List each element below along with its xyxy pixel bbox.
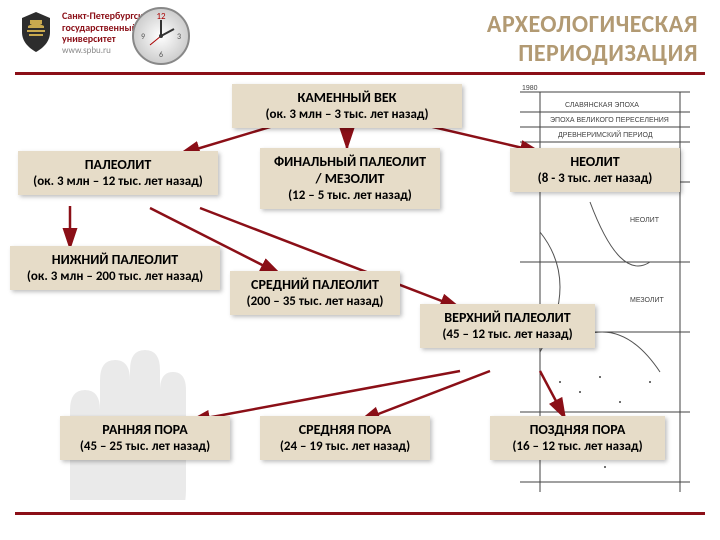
- svg-text:6: 6: [159, 50, 163, 60]
- crest-icon: [18, 10, 54, 54]
- page-title: АРХЕОЛОГИЧЕСКАЯ ПЕРИОДИЗАЦИЯ: [487, 10, 698, 68]
- clock-icon: 12 3 6 9: [130, 5, 192, 67]
- divider-bottom: [15, 512, 705, 515]
- node-upper-paleolithic: ВЕРХНИЙ ПАЛЕОЛИТ(45 – 12 тыс. лет назад): [420, 304, 595, 348]
- divider-top: [15, 72, 705, 75]
- node-stone-age: КАМЕННЫЙ ВЕК(ок. 3 млн – 3 тыс. лет наза…: [232, 84, 462, 128]
- svg-text:3: 3: [177, 32, 181, 42]
- header: Санкт-Петербургский государственный унив…: [0, 0, 720, 72]
- diagram-stage: КАМЕННЫЙ ВЕК(ок. 3 млн – 3 тыс. лет наза…: [0, 76, 720, 512]
- node-middle-phase: СРЕДНЯЯ ПОРА(24 – 19 тыс. лет назад): [260, 416, 430, 460]
- title-line-1: АРХЕОЛОГИЧЕСКАЯ: [487, 10, 698, 39]
- node-early-phase: РАННЯЯ ПОРА(45 – 25 тыс. лет назад): [60, 416, 230, 460]
- title-line-2: ПЕРИОДИЗАЦИЯ: [487, 39, 698, 68]
- node-late-phase: ПОЗДНЯЯ ПОРА(16 – 12 тыс. лет назад): [490, 416, 665, 460]
- arrow-upper-late: [540, 371, 565, 418]
- node-lower-paleolithic: НИЖНИЙ ПАЛЕОЛИТ(ок. 3 млн – 200 тыс. лет…: [10, 246, 220, 290]
- svg-text:9: 9: [141, 32, 145, 42]
- node-paleolithic: ПАЛЕОЛИТ(ок. 3 млн – 12 тыс. лет назад): [18, 151, 218, 195]
- node-middle-paleolithic: СРЕДНИЙ ПАЛЕОЛИТ(200 – 35 тыс. лет назад…: [230, 271, 400, 315]
- node-final-paleolithic: ФИНАЛЬНЫЙ ПАЛЕОЛИТ / МЕЗОЛИТ(12 – 5 тыс.…: [260, 148, 440, 209]
- arrow-upper-early: [190, 371, 460, 421]
- node-neolithic: НЕОЛИТ(8 - 3 тыс. лет назад): [510, 148, 680, 192]
